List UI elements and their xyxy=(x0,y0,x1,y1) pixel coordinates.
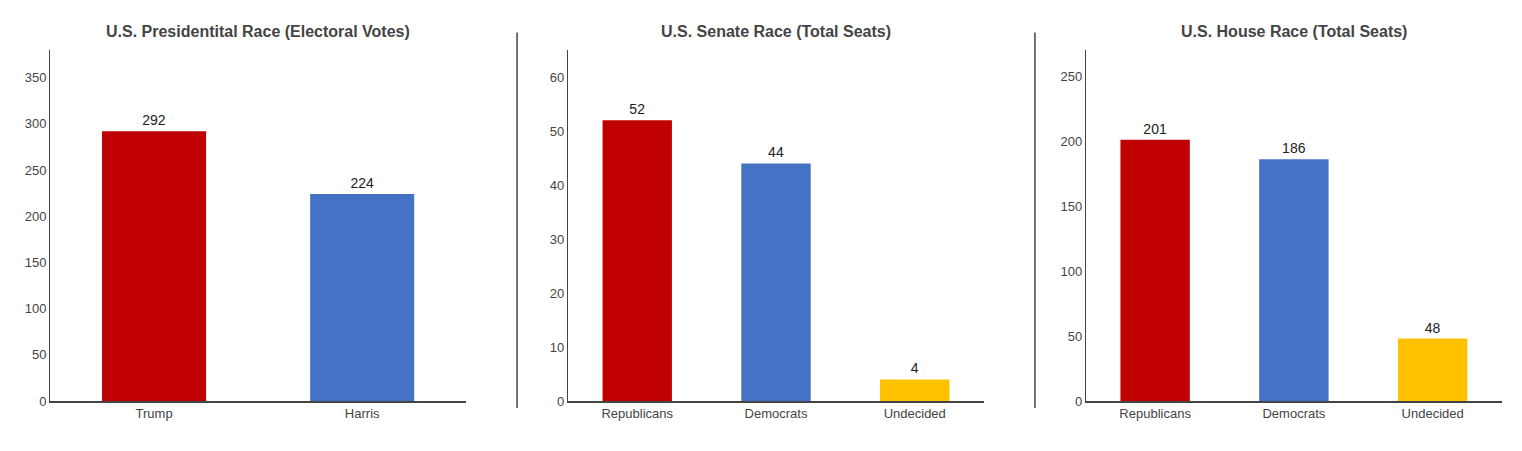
svg-text:10: 10 xyxy=(550,340,564,355)
svg-text:292: 292 xyxy=(142,112,166,128)
svg-text:Democrats: Democrats xyxy=(1262,406,1325,421)
svg-text:224: 224 xyxy=(350,175,374,191)
svg-text:100: 100 xyxy=(25,301,47,316)
svg-text:U.S. House Race (Total Seats): U.S. House Race (Total Seats) xyxy=(1181,23,1407,40)
svg-text:50: 50 xyxy=(1068,329,1082,344)
svg-text:U.S. Presidentital Race (Elect: U.S. Presidentital Race (Electoral Votes… xyxy=(106,23,410,40)
svg-text:150: 150 xyxy=(25,255,47,270)
svg-text:50: 50 xyxy=(550,124,564,139)
svg-text:0: 0 xyxy=(557,394,564,409)
svg-text:4: 4 xyxy=(911,360,919,376)
svg-text:250: 250 xyxy=(1060,69,1082,84)
svg-text:350: 350 xyxy=(25,70,47,85)
svg-text:U.S. Senate Race (Total Seats): U.S. Senate Race (Total Seats) xyxy=(661,23,891,40)
svg-text:Undecided: Undecided xyxy=(1402,406,1464,421)
svg-text:60: 60 xyxy=(550,70,564,85)
svg-text:44: 44 xyxy=(768,144,784,160)
svg-text:30: 30 xyxy=(550,232,564,247)
svg-text:Republicans: Republicans xyxy=(1119,406,1191,421)
svg-text:186: 186 xyxy=(1282,140,1306,156)
svg-text:Republicans: Republicans xyxy=(601,406,673,421)
svg-text:300: 300 xyxy=(25,116,47,131)
svg-text:48: 48 xyxy=(1425,320,1441,336)
svg-text:Harris: Harris xyxy=(345,406,380,421)
svg-text:20: 20 xyxy=(550,286,564,301)
svg-text:100: 100 xyxy=(1060,264,1082,279)
svg-text:200: 200 xyxy=(1060,134,1082,149)
svg-text:50: 50 xyxy=(32,347,46,362)
svg-text:Democrats: Democrats xyxy=(745,406,808,421)
svg-text:Trump: Trump xyxy=(136,406,173,421)
svg-text:0: 0 xyxy=(1075,394,1082,409)
svg-text:Undecided: Undecided xyxy=(884,406,946,421)
svg-text:40: 40 xyxy=(550,178,564,193)
svg-text:250: 250 xyxy=(25,163,47,178)
svg-text:200: 200 xyxy=(25,209,47,224)
svg-text:0: 0 xyxy=(39,394,46,409)
svg-text:52: 52 xyxy=(629,101,645,117)
svg-text:150: 150 xyxy=(1060,199,1082,214)
svg-text:201: 201 xyxy=(1143,121,1167,137)
